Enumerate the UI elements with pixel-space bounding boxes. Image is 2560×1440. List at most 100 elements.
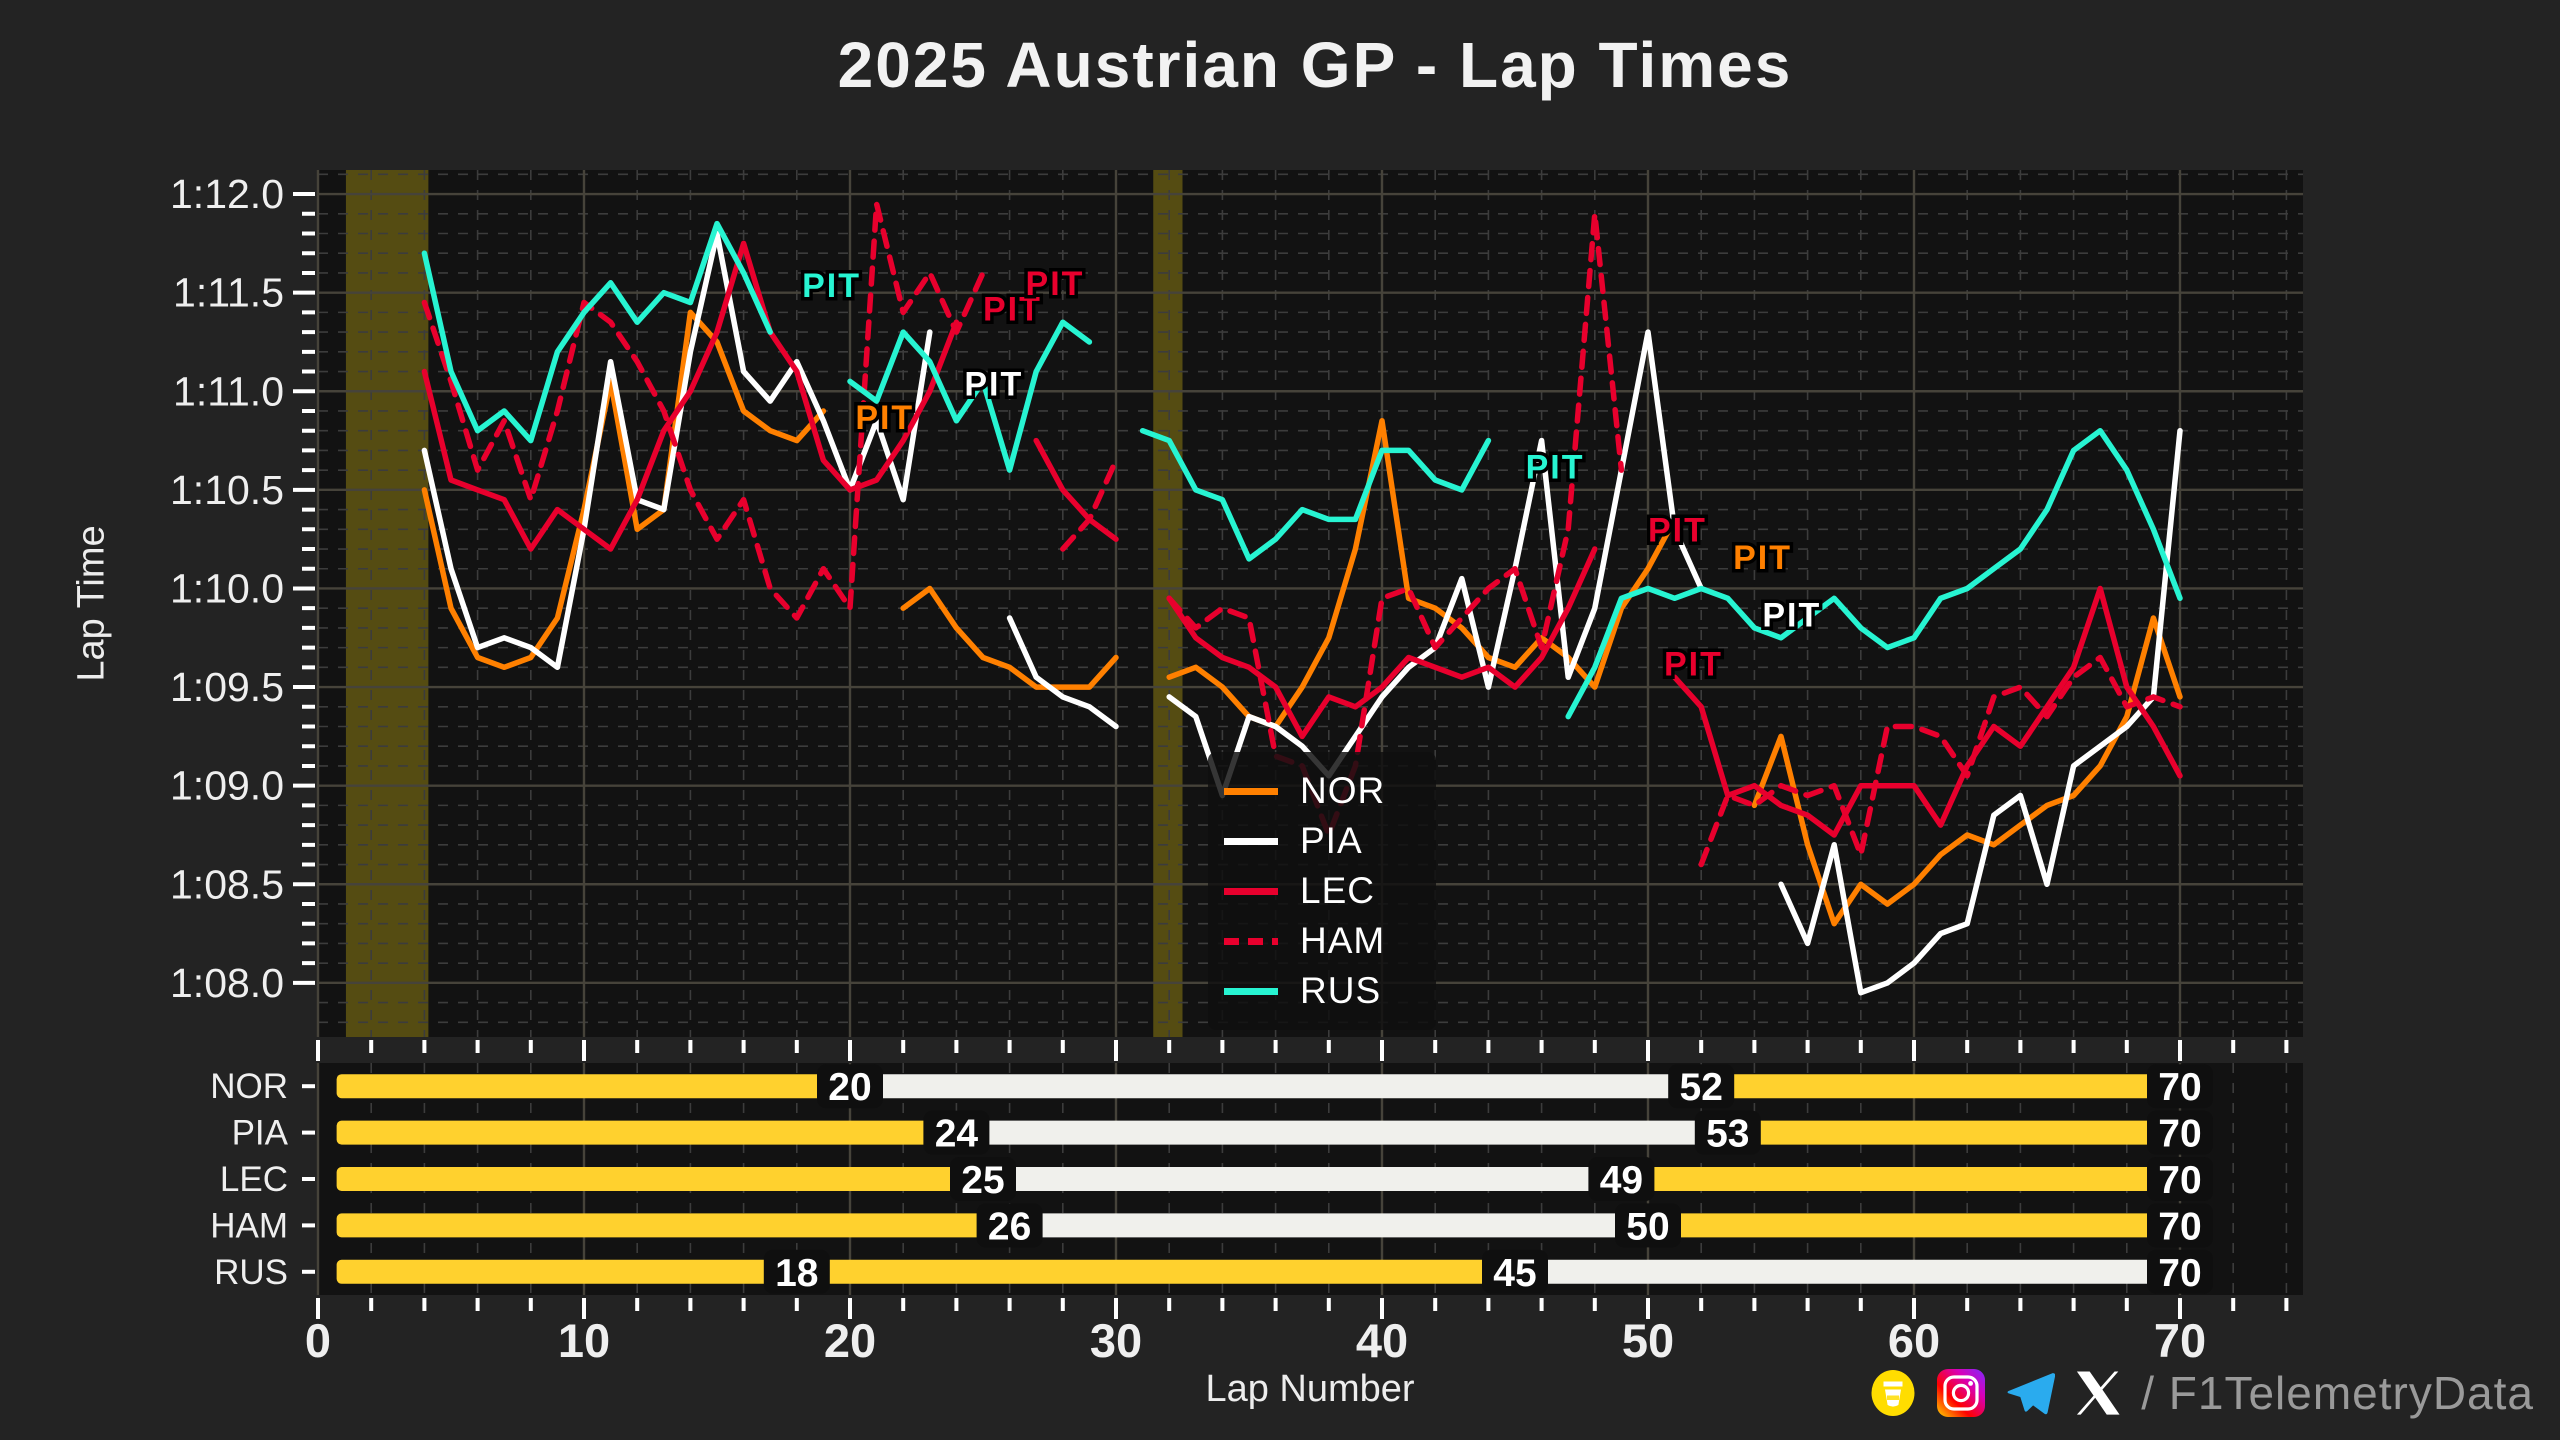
x-tick-label: 0 [305,1314,331,1367]
legend-item-rus: RUS [1224,966,1436,1016]
stint-bar-rus-hard [1515,1259,2180,1284]
nor-line [1751,615,2183,927]
legend-label: HAM [1300,920,1386,961]
stint-boundary-label: 25 [961,1159,1004,1202]
rus-line [847,319,1093,473]
legend-label: PIA [1300,820,1363,861]
pia-line [1778,427,2183,996]
pit-label-nor: PIT [855,399,914,437]
legend-label: LEC [1300,870,1375,911]
stint-bar-nor-medium [336,1074,850,1099]
stint-boundary-label: 45 [1493,1252,1536,1295]
stint-boundary-pill [1668,1064,1735,1109]
page-title: 2025 Austrian GP - Lap Times [837,29,1793,101]
stint-row-label-lec: LEC [220,1160,288,1199]
ham-line [421,201,986,621]
stint-boundary-label: 70 [2158,1113,2201,1156]
pit-label-pia: PIT [1762,596,1821,634]
nor-line [421,309,827,671]
stint-boundary-pill [923,1110,990,1155]
lec-line [1671,585,2183,838]
legend-item-ham: HAM [1224,916,1436,966]
stint-boundary-label: 20 [828,1066,871,1109]
pit-label-pia: PIT [964,366,1023,404]
pit-label-ham: PIT [1664,646,1723,684]
axis-ticks [293,192,2289,1319]
y-tick-label: 1:08.0 [170,960,284,1006]
legend-label: RUS [1300,970,1382,1011]
buymeacoffee-icon[interactable] [1869,1369,1917,1417]
legend: NOR PIA LEC HAM RUS [1208,752,1436,1030]
rus-line-sample [1224,987,1278,995]
stint-boundary-pill [950,1157,1016,1201]
x-tick-label: 60 [1888,1314,1940,1367]
footer-handle[interactable]: / F1TelemetryData [2141,1367,2534,1419]
ham-line [1166,211,1625,838]
stint-boundary-pill [1588,1157,1655,1201]
stint-bar-rus-medium [796,1259,1515,1284]
x-icon[interactable] [2075,1370,2121,1416]
telegram-icon[interactable] [2005,1369,2056,1417]
pit-label-lec: PIT [1648,512,1707,550]
stint-boundary-pill [2147,1203,2213,1248]
rus-line [421,220,773,444]
stint-row-label-ham: HAM [210,1206,288,1245]
stint-boundary-pill [763,1249,830,1294]
x-tick-label: 30 [1090,1314,1142,1367]
x-tick-label: 50 [1622,1314,1674,1367]
y-tick-label: 1:10.0 [170,565,284,611]
stint-boundary-label: 70 [2158,1252,2201,1295]
stint-boundary-pill [2147,1249,2213,1294]
stint-row-label-pia: PIA [232,1114,289,1153]
stint-row-label-rus: RUS [214,1253,288,1292]
stint-bar-ham-medium [336,1213,1010,1238]
rus-line [1565,427,2183,720]
y-tick-label: 1:09.5 [170,664,284,710]
legend-label: NOR [1300,770,1386,811]
stint-bar-ham-hard [1009,1213,1648,1238]
y-tick-label: 1:08.5 [170,861,284,907]
x-tick-label: 40 [1356,1314,1408,1367]
ham-line [1698,654,2183,868]
lec-line-sample [1224,887,1278,895]
stint-boundary-label: 70 [2158,1159,2201,1202]
stint-boundary-pill [2147,1157,2213,1201]
x-tick-label: 70 [2154,1314,2206,1367]
x-tick-label: 10 [558,1314,610,1367]
nor-line [900,585,1119,690]
stint-bar-pia-medium [336,1120,957,1145]
y-tick-label: 1:10.5 [170,467,284,513]
instagram-icon[interactable] [1937,1369,1986,1417]
stint-row-label-nor: NOR [210,1067,288,1106]
y-tick-label: 1:12.0 [170,171,284,217]
pit-label-lec: PIT [983,291,1042,329]
stint-bar-pia-hard [956,1120,1728,1145]
stint-boundary-label: 50 [1626,1205,1669,1248]
stint-boundary-label: 24 [935,1113,979,1156]
ham-line-sample [1224,937,1278,945]
stint-bar-lec-medium [1621,1167,2180,1191]
yellow-flag-band [345,170,429,1037]
lec-line [1166,546,1598,740]
y-axis-title: Lap Time [70,525,113,682]
y-tick-label: 1:11.0 [173,368,284,414]
pit-label-ham: PIT [1026,265,1085,303]
stint-boundary-pill [2147,1110,2213,1155]
ham-line [1060,457,1119,552]
stint-boundary-pill [817,1064,883,1109]
x-axis-title: Lap Number [1205,1368,1415,1410]
stint-bar-nor-hard [850,1074,1702,1099]
pia-line [1006,615,1119,730]
stint-boundary-label: 49 [1600,1159,1643,1202]
stint-bar-lec-hard [983,1167,1622,1191]
pit-label-nor: PIT [1733,539,1792,577]
yellow-flag-band [1153,170,1183,1037]
nor-line-sample [1224,787,1278,795]
stint-bar-rus-medium [336,1259,797,1284]
y-tick-label: 1:09.0 [170,763,284,809]
stint-bar-lec-medium [336,1167,983,1191]
stint-boundary-pill [1615,1203,1681,1248]
pia-line [421,230,933,671]
